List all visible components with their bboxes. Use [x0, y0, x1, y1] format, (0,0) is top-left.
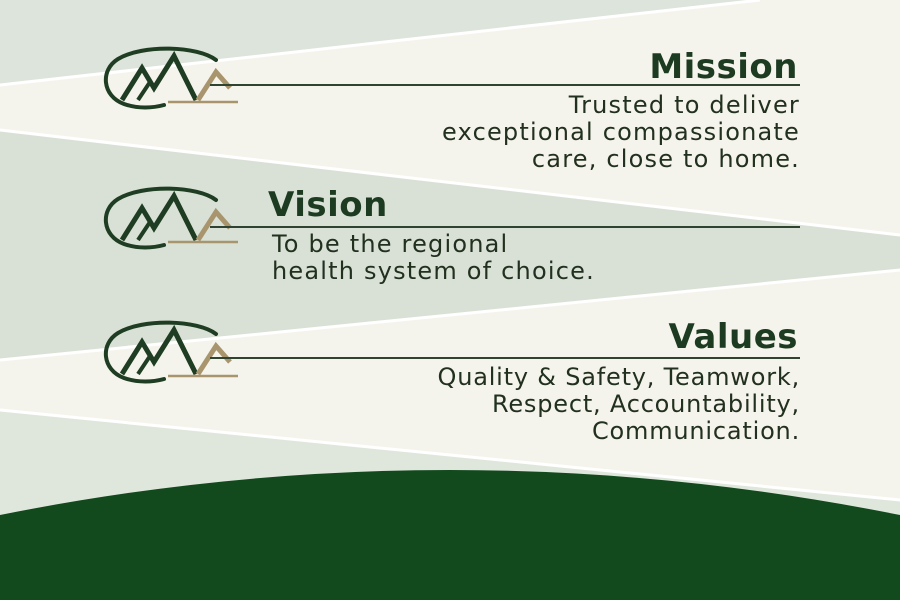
- values-line-2: Respect, Accountability,: [491, 390, 800, 418]
- stripe-edge-2: [0, 128, 900, 237]
- values-line-3: Communication.: [592, 417, 800, 445]
- green-footer-arc: [0, 470, 900, 600]
- diagonal-stripe-mission: [0, 0, 900, 235]
- vision-line-2: health system of choice.: [272, 257, 595, 285]
- vision-divider: [210, 226, 800, 228]
- stripe-edge-4: [0, 408, 900, 502]
- values-title: Values: [668, 317, 798, 357]
- values-mountain-logo-icon: [103, 320, 238, 384]
- values-statement: Quality & Safety, Teamwork, Respect, Acc…: [215, 365, 800, 446]
- vision-mountain-logo-icon: [103, 186, 238, 250]
- mission-line-3: care, close to home.: [531, 145, 800, 173]
- values-divider: [210, 357, 800, 359]
- diagonal-stripe-values: [0, 270, 900, 500]
- stripe-edge-3: [0, 268, 900, 362]
- diagonal-stripe-vision: [0, 130, 900, 360]
- values-line-1: Quality & Safety, Teamwork,: [437, 363, 800, 391]
- mission-title: Mission: [649, 47, 798, 87]
- vision-statement: To be the regional health system of choi…: [272, 232, 792, 286]
- mission-line-1: Trusted to deliver: [568, 91, 800, 119]
- mission-statement: Trusted to deliver exceptional compassio…: [215, 93, 800, 174]
- vision-line-1: To be the regional: [272, 230, 509, 258]
- mission-mountain-logo-icon: [103, 46, 238, 110]
- mission-line-2: exceptional compassionate: [442, 118, 800, 146]
- mission-divider: [210, 84, 800, 86]
- stripe-edge-1: [0, 0, 761, 87]
- vision-title: Vision: [268, 185, 388, 225]
